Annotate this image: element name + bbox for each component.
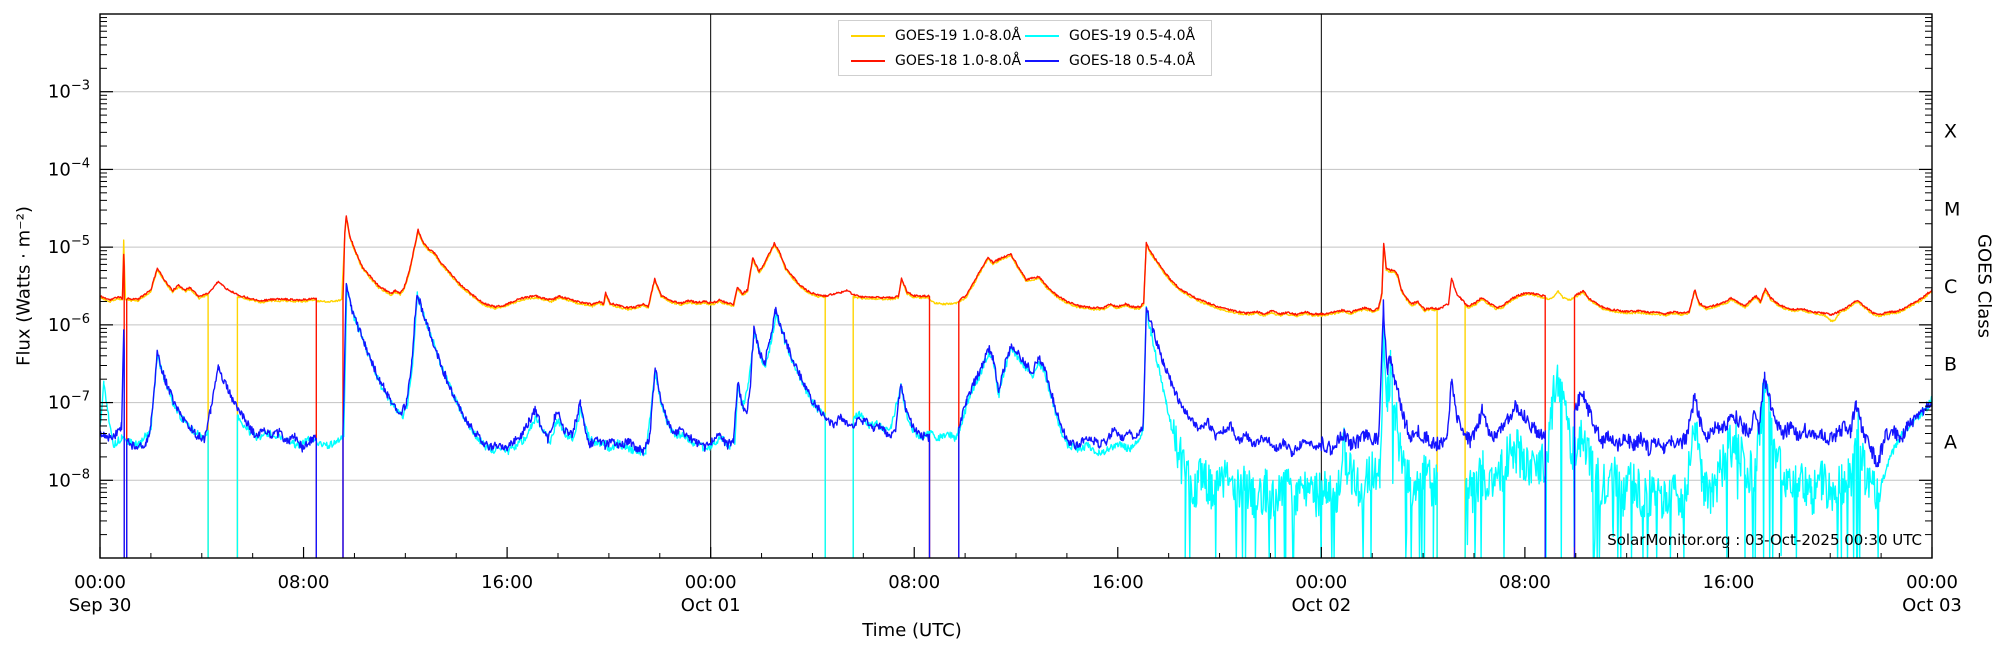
- y-tick-label-1e-5: 10−5: [48, 234, 90, 258]
- x-tick-label: 08:00: [278, 572, 330, 593]
- x-tick-label: 08:00: [1499, 572, 1551, 593]
- x-date-label: Sep 30: [69, 595, 132, 616]
- right-axis-title: GOES Class: [1973, 234, 1995, 338]
- legend-label: GOES-19 1.0-8.0Å: [895, 27, 1022, 44]
- legend-swatch-icon: [1025, 34, 1059, 37]
- goes-class-label-C: C: [1944, 276, 1957, 298]
- x-date-label: Oct 01: [681, 595, 741, 616]
- series-goes-18-1.0-8.0a: [100, 215, 1932, 558]
- plot-frame: [99, 13, 1933, 559]
- x-tick-label: 00:00: [1295, 572, 1347, 593]
- goes-class-label-A: A: [1944, 431, 1957, 453]
- legend-swatch-icon: [851, 34, 885, 37]
- legend-label: GOES-18 1.0-8.0Å: [895, 52, 1022, 69]
- x-tick-label: 00:00: [1906, 572, 1958, 593]
- x-tick-label: 00:00: [685, 572, 737, 593]
- y-tick-label-1e-4: 10−4: [48, 156, 90, 180]
- watermark-text: SolarMonitor.org : 03-Oct-2025 00:30 UTC: [1607, 531, 1922, 549]
- x-tick-label: 00:00: [74, 572, 126, 593]
- legend-label: GOES-18 0.5-4.0Å: [1069, 52, 1196, 69]
- x-tick-label: 08:00: [888, 572, 940, 593]
- series-goes-18-0.5-4.0a: [100, 282, 1932, 558]
- goes-class-label-M: M: [1944, 198, 1960, 220]
- legend: GOES-19 1.0-8.0Å GOES-18 1.0-8.0Å GOES-19 …: [838, 20, 1212, 76]
- legend-entry-goes-18-1.0-8.0a: GOES-18 1.0-8.0Å: [851, 53, 1025, 69]
- x-axis-title: Time (UTC): [862, 620, 962, 641]
- legend-label: GOES-19 0.5-4.0Å: [1069, 27, 1196, 44]
- x-date-label: Oct 02: [1291, 595, 1351, 616]
- x-tick-label: 16:00: [1092, 572, 1144, 593]
- y-tick-label-1e-7: 10−7: [48, 390, 90, 414]
- y-tick-label-1e-8: 10−8: [48, 467, 90, 491]
- legend-entry-goes-19-0.5-4.0a: GOES-19 0.5-4.0Å: [1025, 28, 1199, 44]
- legend-entry-goes-19-1.0-8.0a: GOES-19 1.0-8.0Å: [851, 28, 1025, 44]
- legend-swatch-icon: [851, 59, 885, 62]
- x-tick-label: 16:00: [1703, 572, 1755, 593]
- legend-swatch-icon: [1025, 59, 1059, 62]
- goes-class-label-B: B: [1944, 354, 1957, 376]
- y-axis-title: Flux (Watts · m⁻²): [13, 206, 35, 366]
- curves-group: [100, 215, 1932, 558]
- x-tick-label: 16:00: [481, 572, 533, 593]
- x-date-label: Oct 03: [1902, 595, 1962, 616]
- y-tick-label-1e-3: 10−3: [48, 79, 90, 103]
- y-tick-label-1e-6: 10−6: [48, 312, 90, 336]
- legend-entry-goes-18-0.5-4.0a: GOES-18 0.5-4.0Å: [1025, 53, 1199, 69]
- goes-class-label-X: X: [1944, 121, 1957, 143]
- series-goes-19-0.5-4.0a: [100, 284, 1932, 558]
